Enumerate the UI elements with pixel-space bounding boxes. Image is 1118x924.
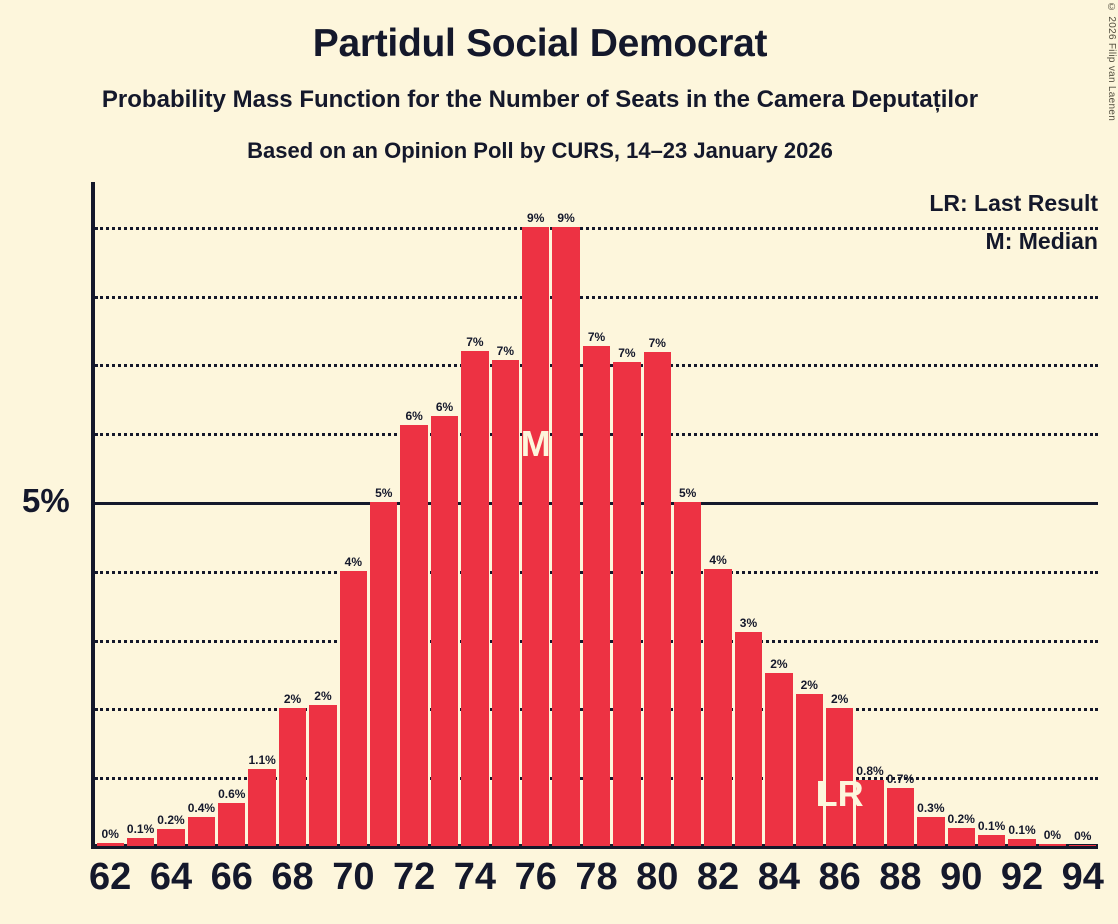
y-axis-line (91, 182, 95, 848)
y-axis-label-5pct: 5% (22, 482, 70, 519)
bar-value-label-seat-92: 0.1% (1008, 823, 1036, 838)
bar-value-label-seat-90: 0.2% (947, 812, 975, 826)
x-tick-74: 74 (453, 856, 497, 898)
bar-seat-91[interactable] (977, 835, 1006, 846)
bar-value-label-seat-86: 2% (830, 692, 849, 707)
marker-m: M (520, 423, 551, 465)
copyright-notice: © 2026 Filip van Laenen (1106, 2, 1117, 122)
bar-value-label-seat-87: 0.8% (856, 764, 884, 778)
gridline-9pct (95, 226, 1098, 230)
bar-value-label-seat-84: 2% (770, 657, 788, 671)
x-tick-84: 84 (757, 856, 800, 898)
chart-legend: LR: Last Result M: Median (929, 184, 1098, 260)
bar-value-label-seat-64: 0.2% (157, 813, 185, 827)
bar-value-label-seat-68: 2% (283, 692, 302, 707)
bar-value-label-seat-67: 1.1% (248, 753, 276, 767)
bar-value-label-seat-78: 7% (587, 330, 606, 344)
bar-value-label-seat-74: 7% (466, 335, 484, 349)
bar-seat-63[interactable] (126, 838, 155, 846)
bar-seat-76[interactable] (522, 226, 550, 846)
bar-value-label-seat-79: 7% (618, 346, 636, 360)
bar-seat-75[interactable] (491, 360, 519, 846)
bar-value-label-seat-94: 0% (1074, 829, 1092, 843)
bar-seat-94[interactable] (1069, 845, 1097, 846)
x-tick-62: 62 (89, 856, 132, 898)
bar-seat-88[interactable] (886, 788, 915, 846)
bar-seat-84[interactable] (765, 673, 793, 846)
chart-subtitle: Probability Mass Function for the Number… (101, 86, 979, 113)
bar-value-label-seat-72: 6% (405, 409, 423, 423)
bar-seat-83[interactable] (734, 632, 763, 846)
bar-seat-64[interactable] (157, 829, 185, 846)
bar-seat-68[interactable] (278, 708, 307, 846)
gridline-8pct (95, 295, 1098, 299)
x-tick-70: 70 (332, 856, 375, 898)
bar-seat-79[interactable] (613, 362, 641, 846)
bar-seat-80[interactable] (643, 352, 671, 846)
bar-value-label-seat-69: 2% (314, 689, 332, 703)
bar-seat-87[interactable] (856, 780, 884, 846)
plot-area: 0% 0.1% 0.2% 0.4% 0.6% 1.1% 2% 2% 4% 5% 6% 6% 7% 7% 9%… (95, 184, 1098, 846)
bar-value-label-seat-89: 0.3% (917, 801, 945, 815)
x-tick-68: 68 (271, 856, 314, 898)
bar-value-label-seat-80: 7% (648, 336, 666, 350)
bar-value-label-seat-91: 0.1% (977, 819, 1006, 833)
bar-value-label-seat-93: 0% (1043, 828, 1062, 842)
legend-item-median: M: Median (985, 228, 1098, 254)
x-tick-88: 88 (879, 856, 922, 898)
bar-seat-72[interactable] (400, 425, 428, 846)
bar-value-label-seat-83: 3% (739, 616, 758, 630)
marker-lr: LR (815, 773, 864, 814)
bar-seat-74[interactable] (461, 351, 489, 846)
bar-value-label-seat-73: 6% (435, 400, 454, 414)
bar-seat-62[interactable] (96, 843, 124, 846)
x-tick-94: 94 (1061, 856, 1104, 898)
x-tick-72: 72 (392, 856, 436, 898)
bar-value-label-seat-76: 9% (527, 210, 545, 225)
bar-value-label-seat-88: 0.7% (886, 772, 915, 786)
x-axis-line (91, 844, 1098, 849)
bar-value-label-seat-75: 7% (496, 344, 514, 358)
x-tick-66: 66 (210, 856, 253, 898)
bar-value-label-seat-85: 2% (800, 678, 818, 692)
bar-seat-77[interactable] (552, 226, 580, 846)
bar-value-label-seat-66: 0.6% (218, 787, 246, 801)
bar-seat-67[interactable] (248, 769, 276, 846)
x-tick-76: 76 (514, 856, 557, 898)
bar-seat-66[interactable] (218, 803, 246, 846)
bar-value-label-seat-62: 0% (101, 827, 119, 841)
x-tick-64: 64 (149, 856, 193, 898)
bar-value-label-seat-71: 5% (375, 486, 393, 500)
bar-seat-85[interactable] (795, 694, 823, 846)
bar-seat-78[interactable] (582, 346, 611, 846)
x-tick-82: 82 (696, 856, 740, 898)
x-tick-92: 92 (1000, 856, 1044, 898)
bar-seat-71[interactable] (370, 502, 398, 846)
bar-value-label-seat-77: 9% (557, 210, 575, 225)
bar-seat-70[interactable] (339, 570, 368, 846)
bar-seat-92[interactable] (1008, 839, 1036, 846)
chart-source-line: Based on an Opinion Poll by CURS, 14–23 … (247, 138, 833, 163)
bar-seat-65[interactable] (187, 817, 216, 846)
bar-seat-81[interactable] (673, 502, 702, 846)
x-tick-90: 90 (940, 856, 983, 898)
bar-value-label-seat-82: 4% (709, 553, 727, 567)
bar-seat-82[interactable] (704, 569, 732, 846)
bar-seat-90[interactable] (947, 828, 975, 846)
page-title: Partidul Social Democrat (312, 22, 768, 65)
bar-value-label-seat-81: 5% (679, 486, 697, 500)
bar-seat-69[interactable] (309, 705, 337, 846)
bar-seat-89[interactable] (917, 817, 945, 846)
x-tick-80: 80 (636, 856, 679, 898)
bar-value-label-seat-63: 0.1% (126, 822, 155, 836)
x-tick-86: 86 (818, 856, 861, 898)
legend-item-last-result: LR: Last Result (929, 190, 1098, 216)
bar-seat-73[interactable] (430, 416, 459, 846)
x-tick-78: 78 (575, 856, 618, 898)
bar-seat-93[interactable] (1038, 844, 1067, 846)
bar-value-label-seat-65: 0.4% (187, 801, 216, 815)
bar-seat-86[interactable] (825, 708, 854, 846)
bar-value-label-seat-70: 4% (344, 554, 363, 569)
